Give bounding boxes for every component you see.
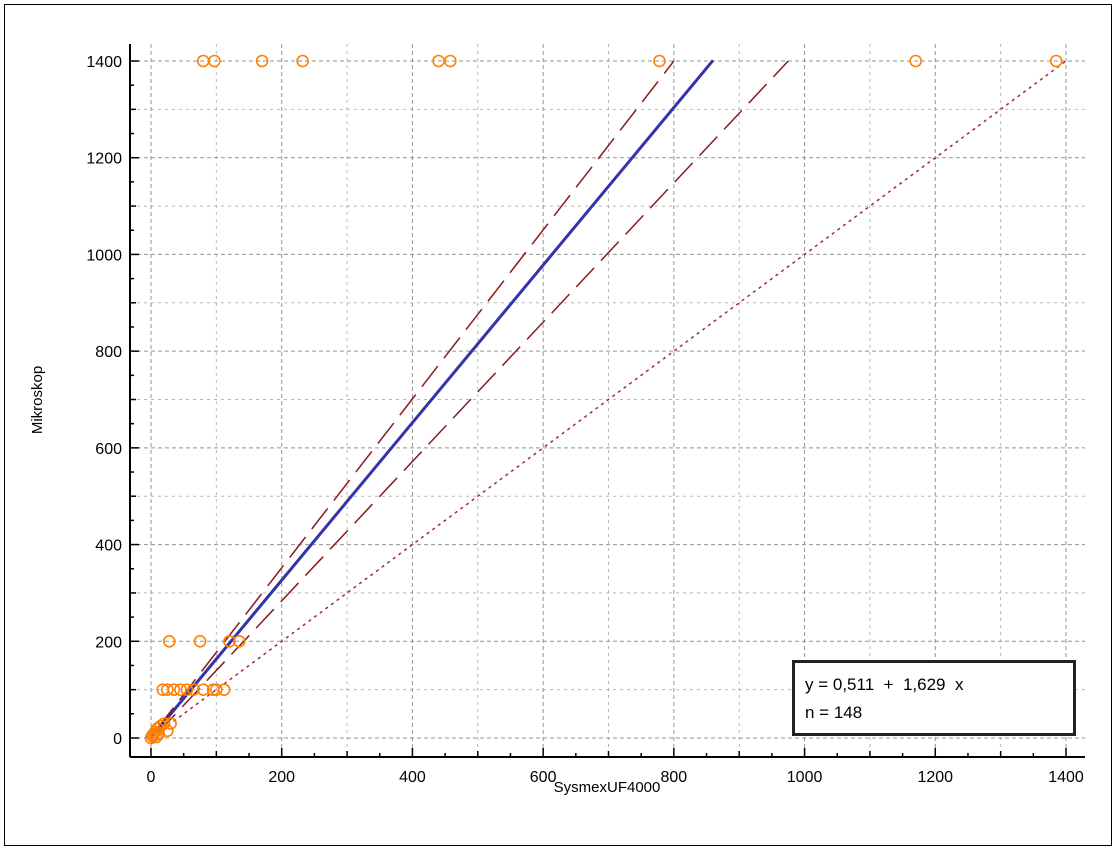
data-point bbox=[1049, 54, 1063, 68]
x-tick-label: 600 bbox=[530, 769, 557, 786]
data-point bbox=[180, 683, 194, 696]
data-point bbox=[161, 724, 174, 738]
y-tick-label: 600 bbox=[95, 441, 122, 458]
regression-equation: y = 0,511 + 1,629 x bbox=[805, 675, 964, 694]
data-point bbox=[174, 683, 187, 696]
data-point bbox=[161, 683, 174, 696]
y-tick-label: 1400 bbox=[86, 54, 122, 71]
data-point bbox=[444, 54, 457, 68]
x-tick-label: 1400 bbox=[1048, 769, 1084, 786]
data-point bbox=[210, 683, 223, 696]
grid bbox=[130, 44, 1085, 757]
y-tick-label: 0 bbox=[113, 731, 122, 748]
data-point bbox=[653, 54, 666, 68]
fit-lines bbox=[149, 59, 1067, 739]
y-tick-label: 1200 bbox=[86, 151, 122, 168]
tick-labels: 0 200 400 600 800 1000 1200 1400 0 200 400 600 800 10… bbox=[86, 54, 1083, 786]
data-point bbox=[255, 54, 269, 68]
x-tick-label: 200 bbox=[268, 769, 295, 786]
data-point bbox=[909, 54, 922, 68]
data-point bbox=[196, 683, 210, 696]
x-tick-label: 1000 bbox=[787, 769, 823, 786]
data-point bbox=[187, 683, 200, 696]
axes bbox=[129, 44, 1085, 758]
data-points bbox=[144, 54, 1063, 745]
data-point bbox=[208, 54, 221, 68]
y-tick-label: 200 bbox=[95, 634, 122, 651]
y-tick-label: 400 bbox=[95, 538, 122, 555]
regression-line bbox=[149, 59, 715, 739]
data-point bbox=[223, 634, 236, 648]
identity-line bbox=[150, 60, 1067, 739]
x-axis-title: SysmexUF4000 bbox=[554, 779, 661, 796]
sample-count: n = 148 bbox=[805, 703, 863, 722]
data-point bbox=[163, 634, 176, 648]
regression-legend: y = 0,511 + 1,629 x n = 148 bbox=[792, 660, 1076, 736]
data-point bbox=[167, 683, 181, 696]
x-tick-label: 1200 bbox=[917, 769, 953, 786]
y-axis-title: Mikroskop bbox=[29, 366, 46, 434]
data-point bbox=[157, 717, 171, 730]
y-tick-label: 1000 bbox=[86, 247, 122, 264]
data-point bbox=[296, 54, 309, 68]
upper-confidence-line bbox=[156, 60, 675, 729]
lower-confidence-line bbox=[156, 60, 789, 734]
y-tick-label: 800 bbox=[95, 344, 122, 361]
x-tick-label: 400 bbox=[399, 769, 426, 786]
data-point bbox=[146, 730, 160, 743]
data-point bbox=[217, 683, 231, 696]
data-point bbox=[152, 727, 166, 741]
x-tick-label: 800 bbox=[661, 769, 688, 786]
x-tick-label: 0 bbox=[147, 769, 156, 786]
data-point bbox=[232, 634, 246, 648]
data-point bbox=[164, 717, 177, 730]
data-point bbox=[193, 634, 207, 648]
